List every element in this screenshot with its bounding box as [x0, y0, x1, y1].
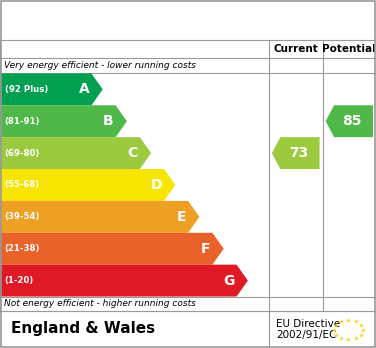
Text: Potential: Potential [323, 44, 376, 54]
Text: Very energy efficient - lower running costs: Very energy efficient - lower running co… [4, 62, 196, 70]
Text: Not energy efficient - higher running costs: Not energy efficient - higher running co… [4, 300, 196, 308]
Text: (1-20): (1-20) [5, 276, 34, 285]
Polygon shape [0, 105, 127, 137]
Text: England & Wales: England & Wales [11, 322, 155, 337]
Text: Current: Current [273, 44, 318, 54]
Text: Energy Efficiency Rating: Energy Efficiency Rating [11, 11, 259, 29]
Polygon shape [326, 105, 373, 137]
Polygon shape [0, 73, 103, 105]
Text: EU Directive: EU Directive [276, 319, 341, 329]
Polygon shape [0, 137, 151, 169]
Text: (92 Plus): (92 Plus) [5, 85, 48, 94]
Text: F: F [201, 242, 211, 256]
Polygon shape [0, 265, 248, 296]
Text: (39-54): (39-54) [5, 212, 40, 221]
Text: (69-80): (69-80) [5, 149, 40, 158]
Text: C: C [128, 146, 138, 160]
Text: B: B [103, 114, 114, 128]
Polygon shape [0, 233, 224, 265]
Text: A: A [79, 82, 89, 96]
Text: E: E [177, 210, 186, 224]
Text: (55-68): (55-68) [5, 181, 39, 189]
Text: 73: 73 [289, 146, 308, 160]
Polygon shape [0, 201, 199, 233]
Text: D: D [151, 178, 162, 192]
Text: G: G [223, 274, 235, 287]
Text: (21-38): (21-38) [5, 244, 40, 253]
Text: 85: 85 [342, 114, 362, 128]
Polygon shape [0, 169, 175, 201]
Polygon shape [272, 137, 320, 169]
Text: 2002/91/EC: 2002/91/EC [276, 330, 337, 340]
Text: (81-91): (81-91) [5, 117, 40, 126]
